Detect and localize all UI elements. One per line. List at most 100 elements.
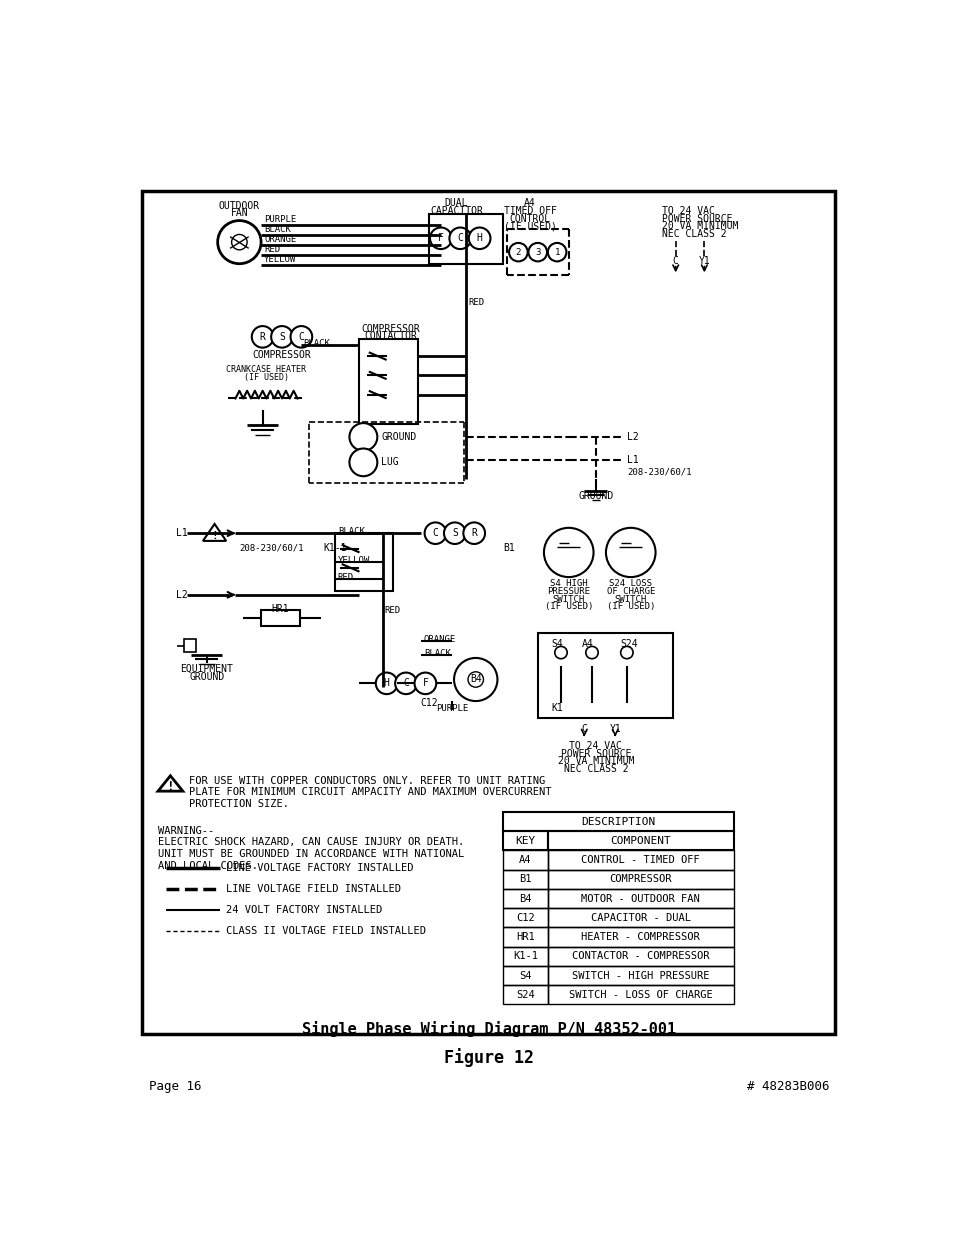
- Circle shape: [291, 326, 312, 347]
- Text: F: F: [437, 233, 443, 243]
- Text: S: S: [452, 529, 457, 538]
- Text: POWER SOURCE: POWER SOURCE: [560, 748, 631, 758]
- Circle shape: [443, 522, 465, 543]
- Text: SWITCH: SWITCH: [552, 595, 584, 604]
- Text: S: S: [279, 332, 285, 342]
- Bar: [335, 534, 393, 592]
- Text: C12: C12: [516, 913, 535, 923]
- Text: PURPLE: PURPLE: [264, 215, 296, 225]
- Text: TIMED OFF: TIMED OFF: [503, 206, 556, 216]
- Bar: [502, 947, 547, 966]
- Bar: [502, 811, 733, 831]
- Text: C: C: [298, 332, 304, 342]
- Text: F: F: [422, 678, 428, 688]
- Text: C: C: [672, 256, 678, 266]
- Text: B4: B4: [518, 894, 531, 904]
- Text: YELLOW: YELLOW: [337, 556, 370, 566]
- Text: SWITCH - HIGH PRESSURE: SWITCH - HIGH PRESSURE: [572, 971, 709, 981]
- Text: S24: S24: [516, 989, 535, 1000]
- Text: CONTACTOR: CONTACTOR: [364, 331, 416, 341]
- Text: LUG: LUG: [381, 457, 398, 467]
- Circle shape: [415, 673, 436, 694]
- Bar: [142, 190, 835, 1034]
- Text: WARNING--
ELECTRIC SHOCK HAZARD, CAN CAUSE INJURY OR DEATH.
UNIT MUST BE GROUNDE: WARNING-- ELECTRIC SHOCK HAZARD, CAN CAU…: [158, 826, 464, 871]
- Circle shape: [543, 527, 593, 577]
- Text: C12: C12: [420, 698, 437, 708]
- Circle shape: [252, 326, 274, 347]
- Text: CAPACITOR - DUAL: CAPACITOR - DUAL: [590, 913, 690, 923]
- Text: # 48283B006: # 48283B006: [746, 1079, 828, 1093]
- Text: RED: RED: [337, 573, 354, 582]
- Text: R: R: [259, 332, 265, 342]
- Text: L1: L1: [626, 454, 638, 466]
- Text: COMPONENT: COMPONENT: [610, 836, 671, 846]
- Text: CRANKCASE HEATER: CRANKCASE HEATER: [226, 366, 306, 374]
- Bar: [547, 889, 733, 908]
- Text: (IF USED): (IF USED): [244, 373, 289, 382]
- Text: H: H: [383, 678, 389, 688]
- Text: COMPRESSOR: COMPRESSOR: [253, 350, 311, 359]
- Bar: [502, 889, 547, 908]
- Circle shape: [468, 672, 483, 687]
- Text: PURPLE: PURPLE: [436, 704, 468, 713]
- Text: TO 24 VAC: TO 24 VAC: [569, 741, 621, 751]
- Text: B1: B1: [502, 543, 514, 553]
- Text: MOTOR - OUTDOOR FAN: MOTOR - OUTDOOR FAN: [580, 894, 700, 904]
- Text: C: C: [580, 724, 587, 734]
- Text: S4: S4: [518, 971, 531, 981]
- Text: B1: B1: [518, 874, 531, 884]
- Text: GROUND: GROUND: [578, 490, 613, 501]
- Text: (IF USED): (IF USED): [503, 221, 556, 231]
- Circle shape: [509, 243, 527, 262]
- Bar: [261, 610, 299, 626]
- Text: BLACK: BLACK: [423, 648, 450, 658]
- Text: H: H: [476, 233, 482, 243]
- Text: K1: K1: [550, 703, 562, 713]
- Circle shape: [454, 658, 497, 701]
- Text: CONTROL: CONTROL: [509, 214, 550, 224]
- Text: GROUND: GROUND: [381, 432, 416, 442]
- Text: (IF USED): (IF USED): [544, 603, 593, 611]
- Circle shape: [217, 221, 261, 264]
- Text: S4: S4: [550, 640, 562, 650]
- Text: A4: A4: [581, 640, 593, 650]
- Circle shape: [468, 227, 490, 249]
- Circle shape: [449, 227, 471, 249]
- Text: !: !: [167, 781, 174, 793]
- Text: A4: A4: [518, 855, 531, 864]
- Bar: [547, 831, 733, 851]
- Bar: [183, 640, 195, 652]
- Text: RED: RED: [384, 605, 400, 615]
- Bar: [429, 214, 502, 264]
- Text: OUTDOOR: OUTDOOR: [218, 200, 259, 210]
- Circle shape: [555, 646, 567, 658]
- Text: A4: A4: [523, 199, 536, 209]
- Text: 208-230/60/1: 208-230/60/1: [626, 468, 691, 477]
- Text: HEATER - COMPRESSOR: HEATER - COMPRESSOR: [580, 932, 700, 942]
- Text: BLACK: BLACK: [337, 527, 364, 536]
- Text: ORANGE: ORANGE: [423, 635, 456, 643]
- Bar: [547, 869, 733, 889]
- Text: 1: 1: [554, 248, 559, 257]
- Text: SWITCH: SWITCH: [614, 595, 646, 604]
- Text: DESCRIPTION: DESCRIPTION: [580, 816, 655, 826]
- Bar: [547, 851, 733, 869]
- Bar: [502, 908, 547, 927]
- Circle shape: [547, 243, 566, 262]
- Text: FOR USE WITH COPPER CONDUCTORS ONLY. REFER TO UNIT RATING
PLATE FOR MINIMUM CIRC: FOR USE WITH COPPER CONDUCTORS ONLY. REF…: [189, 776, 551, 809]
- Circle shape: [605, 527, 655, 577]
- Text: DUAL: DUAL: [444, 199, 468, 209]
- Bar: [502, 831, 547, 851]
- Text: 2: 2: [516, 248, 520, 257]
- Text: Y1: Y1: [698, 256, 709, 266]
- Circle shape: [349, 424, 377, 451]
- Text: TO 24 VAC: TO 24 VAC: [661, 206, 714, 216]
- Text: 208-230/60/1: 208-230/60/1: [239, 543, 304, 552]
- Text: !: !: [211, 531, 217, 541]
- Bar: [502, 966, 547, 986]
- Bar: [547, 986, 733, 1004]
- Text: RED: RED: [264, 246, 280, 254]
- Text: NEC CLASS 2: NEC CLASS 2: [661, 228, 725, 240]
- Text: COMPRESSOR: COMPRESSOR: [609, 874, 671, 884]
- Text: HR1: HR1: [272, 604, 289, 614]
